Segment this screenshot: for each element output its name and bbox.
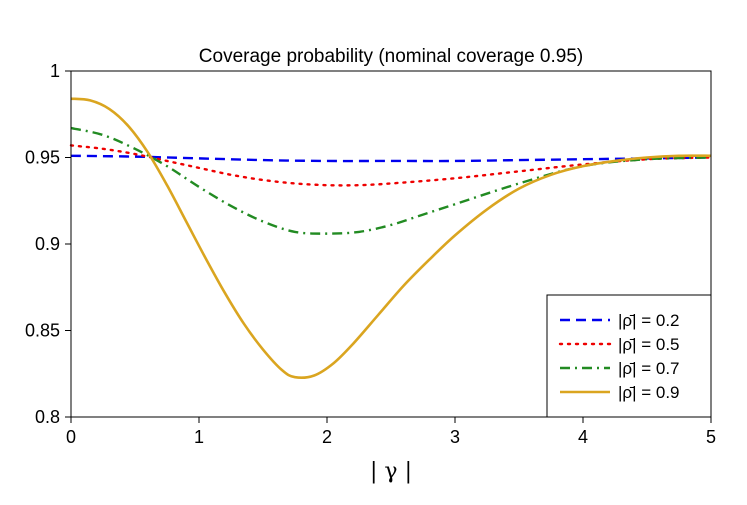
x-tick-label-5: 5: [706, 427, 716, 447]
legend-label-3: |ρ̄| = 0.9: [618, 383, 680, 402]
legend: |ρ̄| = 0.2 |ρ̄| = 0.5 |ρ̄| = 0.7 |ρ̄| = 0.9: [546, 294, 712, 418]
ticks-layer: 0 1 2 3 4 5 0.8 0.85 0.9 0.95 1: [25, 61, 716, 447]
legend-label-1: |ρ̄| = 0.5: [618, 335, 680, 354]
y-tick-label-4: 1: [50, 61, 60, 81]
x-tick-label-4: 4: [578, 427, 588, 447]
legend-box: [546, 294, 712, 418]
x-tick-label-3: 3: [450, 427, 460, 447]
series-line-3: [70, 97, 712, 379]
series-line-1: [69, 144, 713, 187]
legend-label-2: |ρ̄| = 0.7: [618, 359, 680, 378]
x-tick-label-1: 1: [194, 427, 204, 447]
x-axis-label: | γ |: [370, 459, 412, 484]
chart-title: Coverage probability (nominal coverage 0…: [199, 46, 583, 67]
y-tick-label-0: 0.8: [35, 407, 60, 427]
y-tick-label-2: 0.9: [35, 234, 60, 254]
series-layer: [69, 97, 713, 379]
y-tick-label-3: 0.95: [25, 148, 60, 168]
series-line-0: [70, 154, 712, 163]
series-line-2: [70, 126, 712, 235]
legend-label-0: |ρ̄| = 0.2: [618, 311, 680, 330]
y-tick-label-1: 0.85: [25, 321, 60, 341]
x-tick-label-2: 2: [322, 427, 332, 447]
x-tick-label-0: 0: [66, 427, 76, 447]
